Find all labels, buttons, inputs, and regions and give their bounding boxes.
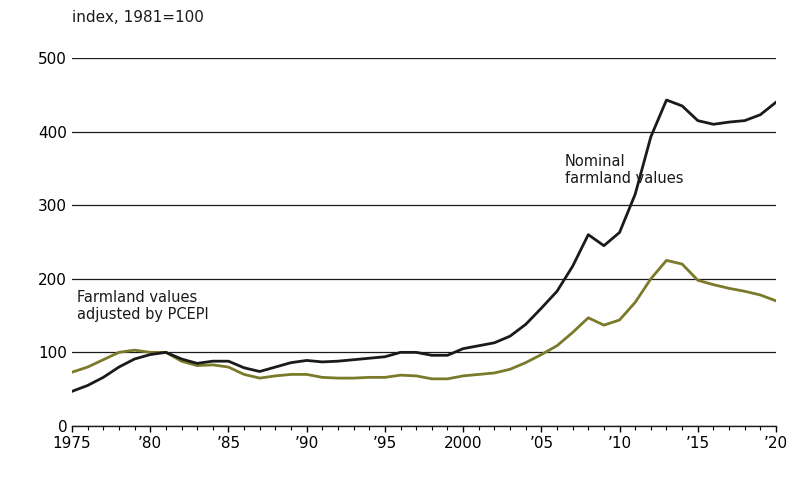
Text: Farmland values
adjusted by PCEPI: Farmland values adjusted by PCEPI: [77, 290, 209, 322]
Text: index, 1981=100: index, 1981=100: [72, 10, 204, 25]
Text: Nominal
farmland values: Nominal farmland values: [565, 154, 683, 186]
